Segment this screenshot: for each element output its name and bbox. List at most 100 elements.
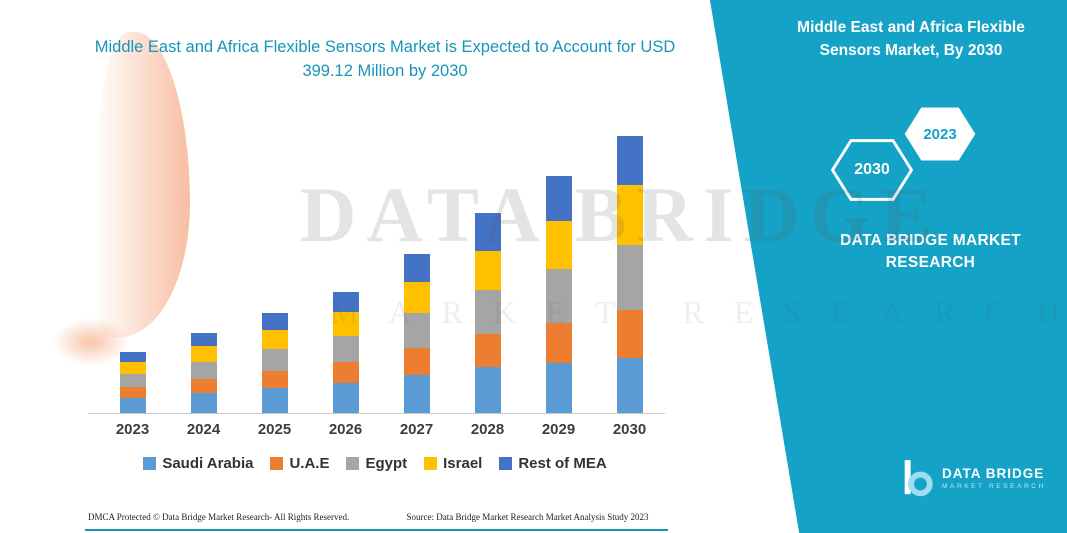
bar-segment-rest-of-mea	[119, 351, 146, 363]
legend-label: U.A.E	[289, 455, 330, 472]
stacked-bar-chart: 2023 2024 2025 2026 2027 2028 2029 2030 Saudi A…	[85, 120, 665, 480]
bar-segment-israel	[261, 329, 288, 350]
legend-item: Egypt	[346, 455, 407, 472]
bar-segment-israel	[119, 362, 146, 375]
x-label-2025: 2025	[257, 421, 292, 438]
dmca-notice: DMCA Protected © Data Bridge Market Rese…	[88, 512, 350, 522]
bar-column-2026	[310, 128, 381, 413]
hexagon-2030-label: 2030	[854, 161, 890, 178]
data-bridge-logo: DATA BRIDGE MARKET RESEARCH	[900, 458, 1046, 498]
bar-segment-rest-of-mea	[332, 292, 359, 313]
stacked-bar-2023	[119, 351, 146, 413]
legend-label: Rest of MEA	[518, 455, 607, 472]
x-label-2029: 2029	[541, 421, 576, 438]
source-note: Source: Data Bridge Market Research Mark…	[406, 512, 649, 522]
legend-label: Israel	[443, 455, 483, 472]
bar-column-2030	[594, 128, 665, 413]
bar-segment-egypt	[332, 336, 359, 363]
hexagon-2023-label: 2023	[923, 125, 957, 143]
bar-segment-rest-of-mea	[261, 313, 288, 330]
stacked-bar-2027	[403, 254, 430, 413]
legend-label: Egypt	[365, 455, 408, 472]
logo-sub-label: MARKET RESEARCH	[942, 483, 1046, 490]
bar-segment-israel	[474, 250, 501, 291]
stacked-bar-2025	[261, 313, 288, 413]
bar-segment-egypt	[474, 290, 501, 334]
legend-swatch	[346, 457, 360, 470]
bar-segment-u-a-e	[119, 387, 146, 398]
legend-item: Rest of MEA	[499, 455, 607, 472]
legend-item: Saudi Arabia	[143, 455, 253, 472]
side-panel: Middle East and Africa Flexible Sensors …	[709, 0, 1067, 533]
bar-column-2027	[381, 128, 452, 413]
bar-segment-u-a-e	[474, 333, 501, 368]
bar-segment-u-a-e	[190, 379, 217, 393]
hexagon-filled-icon	[904, 107, 976, 161]
logo-brand-label: DATA BRIDGE	[942, 466, 1045, 481]
bar-segment-u-a-e	[616, 310, 643, 359]
bar-column-2025	[239, 128, 310, 413]
bar-segment-egypt	[545, 269, 572, 323]
bar-segment-saudi-arabia	[403, 374, 430, 413]
bar-segment-israel	[616, 185, 643, 246]
decorative-blob	[52, 318, 130, 366]
legend-item: Israel	[424, 455, 482, 472]
bar-segment-rest-of-mea	[474, 213, 501, 251]
hexagon-2023: 2023	[904, 105, 976, 163]
x-label-2030: 2030	[612, 421, 647, 438]
bar-segment-israel	[332, 312, 359, 337]
bar-column-2028	[452, 128, 523, 413]
x-label-2023: 2023	[115, 421, 150, 438]
legend-swatch	[499, 457, 513, 470]
legend-label: Saudi Arabia	[162, 455, 254, 472]
legend-item: U.A.E	[270, 455, 329, 472]
chart-title: Middle East and Africa Flexible Sensors …	[94, 38, 676, 80]
bar-segment-u-a-e	[545, 322, 572, 363]
bar-segment-israel	[190, 346, 217, 362]
bar-segment-saudi-arabia	[119, 397, 146, 413]
side-panel-title: Middle East and Africa Flexible Sensors …	[797, 19, 1025, 60]
legend-swatch	[143, 457, 157, 470]
bar-segment-u-a-e	[332, 362, 359, 384]
bar-segment-u-a-e	[261, 370, 288, 388]
stacked-bar-2024	[190, 333, 217, 413]
x-label-2027: 2027	[399, 421, 434, 438]
stacked-bar-2029	[545, 176, 572, 413]
footer: DMCA Protected © Data Bridge Market Rese…	[88, 512, 688, 522]
bar-segment-u-a-e	[403, 347, 430, 375]
bar-segment-saudi-arabia	[190, 392, 217, 413]
plot-area	[97, 128, 665, 413]
bar-column-2024	[168, 128, 239, 413]
x-label-2024: 2024	[186, 421, 221, 438]
bar-column-2023	[97, 128, 168, 413]
bar-segment-rest-of-mea	[403, 254, 430, 282]
bar-segment-israel	[545, 220, 572, 270]
bar-segment-egypt	[403, 313, 430, 348]
bar-segment-saudi-arabia	[332, 383, 359, 413]
brand-text: DATA BRIDGE MARKET RESEARCH	[840, 232, 1021, 272]
bar-segment-rest-of-mea	[190, 333, 217, 347]
stacked-bar-2030	[616, 136, 643, 413]
bar-segment-egypt	[261, 349, 288, 371]
legend-swatch	[424, 457, 438, 470]
bar-segment-egypt	[190, 361, 217, 380]
bar-segment-saudi-arabia	[474, 367, 501, 413]
bar-column-2029	[523, 128, 594, 413]
logo-text: DATA BRIDGE MARKET RESEARCH	[942, 466, 1046, 490]
footer-divider	[85, 529, 668, 531]
chart-legend: Saudi Arabia U.A.E Egypt Israel Rest of MEA	[85, 455, 665, 472]
stacked-bar-2026	[332, 292, 359, 413]
legend-swatch	[270, 457, 284, 470]
x-label-2026: 2026	[328, 421, 363, 438]
hexagon-outline-icon	[830, 139, 914, 201]
logo-b-icon	[904, 460, 933, 497]
bar-segment-rest-of-mea	[545, 176, 572, 221]
bar-segment-rest-of-mea	[616, 136, 643, 186]
bar-segment-egypt	[119, 374, 146, 388]
hexagon-2030: 2030	[830, 138, 914, 202]
bar-segment-saudi-arabia	[261, 388, 288, 413]
x-axis-labels: 2023 2024 2025 2026 2027 2028 2029 2030	[97, 421, 665, 438]
x-label-2028: 2028	[470, 421, 505, 438]
bar-segment-israel	[403, 281, 430, 314]
